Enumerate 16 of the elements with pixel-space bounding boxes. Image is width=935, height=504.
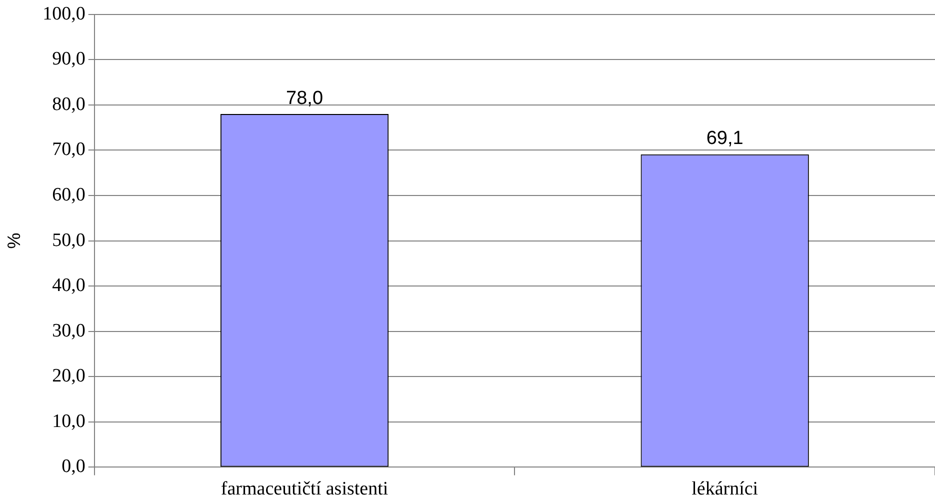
x-tick-label: lékárníci [692,478,758,500]
y-tick-label: 50,0 [52,230,86,251]
y-tick-label: 100,0 [42,3,86,24]
y-tick-label: 80,0 [52,94,86,115]
data-label: 78,0 [286,88,324,109]
y-tick-label: 60,0 [52,184,86,206]
y-tick-label: 20,0 [52,366,86,387]
y-tick-label: 10,0 [52,410,86,432]
y-tick-label: 40,0 [52,275,86,296]
y-tick-label: 30,0 [52,320,86,342]
y-tick-label: 0,0 [62,456,86,478]
y-axis-title: % [4,232,24,249]
x-tick-label: farmaceutičtí asistenti [220,478,388,500]
y-tick-label: 90,0 [52,48,86,70]
data-label: 69,1 [706,128,744,150]
y-tick-label: 70,0 [52,139,86,160]
